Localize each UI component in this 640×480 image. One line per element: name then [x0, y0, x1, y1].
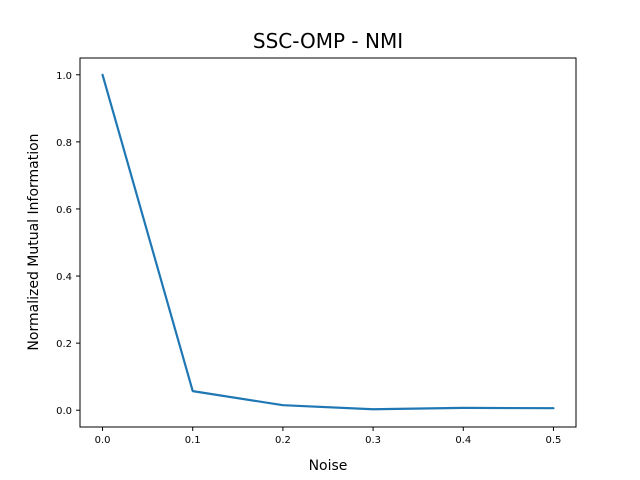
- series-layer: [101, 73, 555, 411]
- x-tick-label: 0.3: [365, 435, 381, 446]
- x-axis-label: Noise: [309, 458, 348, 474]
- chart-title: SSC-OMP - NMI: [253, 29, 403, 53]
- x-tick-label: 0.2: [275, 435, 291, 446]
- y-tick-label: 0.4: [56, 272, 72, 283]
- y-tick-label: 1.0: [56, 71, 72, 82]
- x-tick-label: 0.0: [95, 435, 111, 446]
- y-tick-label: 0.0: [56, 406, 72, 417]
- y-axis-label: Normalized Mutual Information: [26, 133, 42, 350]
- y-tick-label: 0.8: [56, 138, 72, 149]
- series-line: [101, 73, 555, 411]
- y-axis-ticks: 0.0 0.2 0.4 0.6 0.8 1.0: [56, 71, 80, 417]
- y-tick-label: 0.2: [56, 339, 72, 350]
- x-tick-label: 0.4: [455, 435, 471, 446]
- x-tick-label: 0.1: [185, 435, 201, 446]
- plot-frame: [79, 57, 577, 428]
- x-tick-label: 0.5: [546, 435, 562, 446]
- x-axis-ticks: 0.0 0.1 0.2 0.3 0.4 0.5: [95, 427, 562, 446]
- y-tick-label: 0.6: [56, 205, 72, 216]
